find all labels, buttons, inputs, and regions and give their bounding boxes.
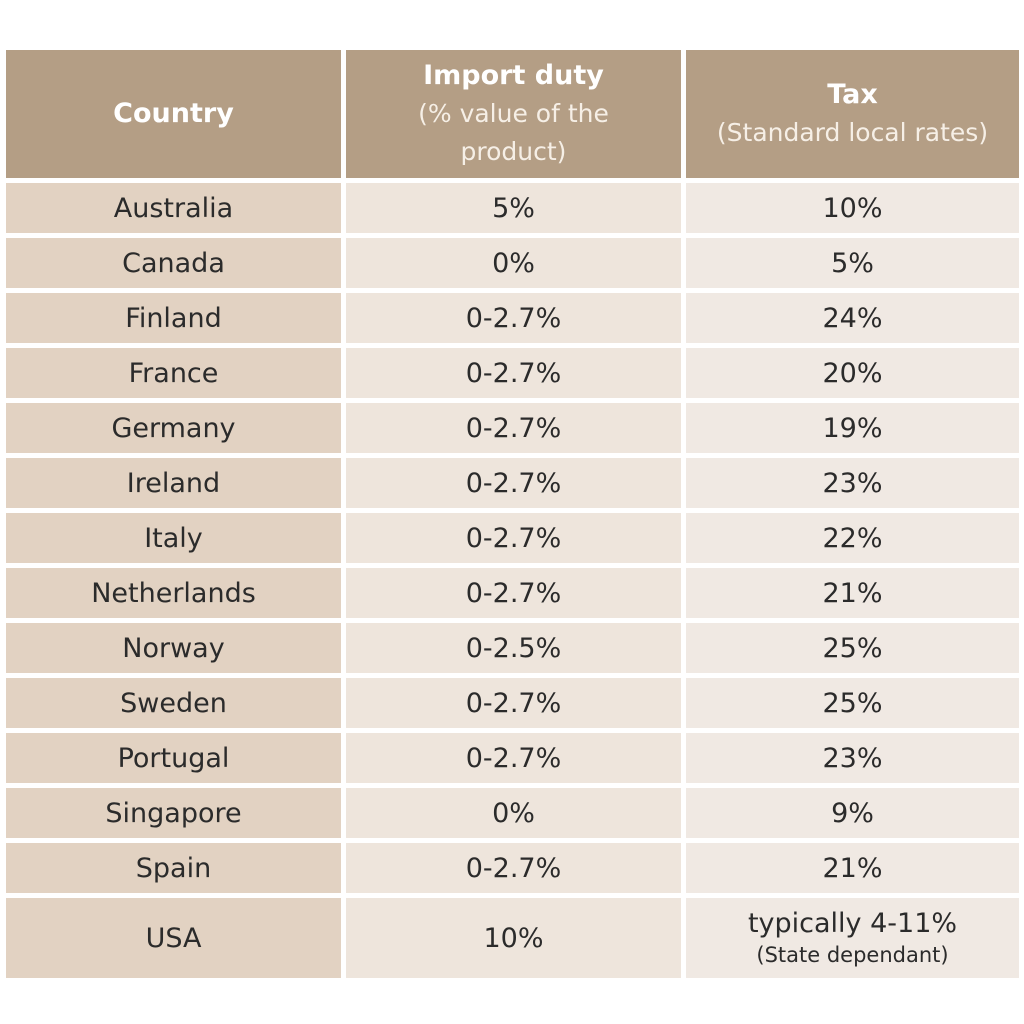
cell-tax: 5% xyxy=(686,238,1019,288)
cell-import-duty: 0-2.7% xyxy=(346,293,681,343)
cell-country: France xyxy=(6,348,341,398)
cell-tax: 9% xyxy=(686,788,1019,838)
header-import-duty: Import duty (% value of the product) xyxy=(346,50,681,178)
cell-import-duty: 0-2.7% xyxy=(346,458,681,508)
header-tax-subtitle: (Standard local rates) xyxy=(716,118,989,147)
cell-country: Portugal xyxy=(6,733,341,783)
cell-tax-note: (State dependant) xyxy=(756,943,949,967)
cell-country: Ireland xyxy=(6,458,341,508)
header-tax: Tax (Standard local rates) xyxy=(686,50,1019,178)
cell-import-duty: 0-2.7% xyxy=(346,403,681,453)
cell-import-duty: 0% xyxy=(346,788,681,838)
cell-country: USA xyxy=(6,898,341,978)
cell-country: Germany xyxy=(6,403,341,453)
header-import-subtitle-line1: (% value of the xyxy=(418,99,609,128)
cell-import-duty: 0-2.7% xyxy=(346,348,681,398)
cell-country: Italy xyxy=(6,513,341,563)
cell-tax: 23% xyxy=(686,733,1019,783)
cell-import-duty: 0% xyxy=(346,238,681,288)
cell-import-duty: 0-2.5% xyxy=(346,623,681,673)
header-import-title: Import duty xyxy=(423,60,604,91)
cell-tax: 21% xyxy=(686,568,1019,618)
cell-tax-value: typically 4-11% xyxy=(747,908,958,939)
cell-tax: 10% xyxy=(686,183,1019,233)
header-import-subtitle-line2: product) xyxy=(460,137,567,166)
cell-import-duty: 0-2.7% xyxy=(346,843,681,893)
cell-tax: 24% xyxy=(686,293,1019,343)
cell-tax: 25% xyxy=(686,678,1019,728)
header-country-title: Country xyxy=(113,98,234,129)
cell-import-duty: 0-2.7% xyxy=(346,678,681,728)
cell-country: Singapore xyxy=(6,788,341,838)
cell-country: Norway xyxy=(6,623,341,673)
cell-tax: 22% xyxy=(686,513,1019,563)
cell-tax: 25% xyxy=(686,623,1019,673)
cell-import-duty: 0-2.7% xyxy=(346,568,681,618)
cell-tax: typically 4-11% (State dependant) xyxy=(686,898,1019,978)
cell-country: Sweden xyxy=(6,678,341,728)
cell-tax: 23% xyxy=(686,458,1019,508)
cell-tax: 21% xyxy=(686,843,1019,893)
cell-import-duty: 0-2.7% xyxy=(346,733,681,783)
cell-country: Canada xyxy=(6,238,341,288)
cell-import-duty: 10% xyxy=(346,898,681,978)
cell-country: Netherlands xyxy=(6,568,341,618)
cell-import-duty: 0-2.7% xyxy=(346,513,681,563)
cell-country: Finland xyxy=(6,293,341,343)
duty-tax-table: Country Import duty (% value of the prod… xyxy=(6,50,1019,978)
cell-country: Australia xyxy=(6,183,341,233)
cell-country: Spain xyxy=(6,843,341,893)
cell-tax: 20% xyxy=(686,348,1019,398)
cell-tax: 19% xyxy=(686,403,1019,453)
cell-import-duty: 5% xyxy=(346,183,681,233)
header-country: Country xyxy=(6,50,341,178)
header-tax-title: Tax xyxy=(827,79,878,110)
